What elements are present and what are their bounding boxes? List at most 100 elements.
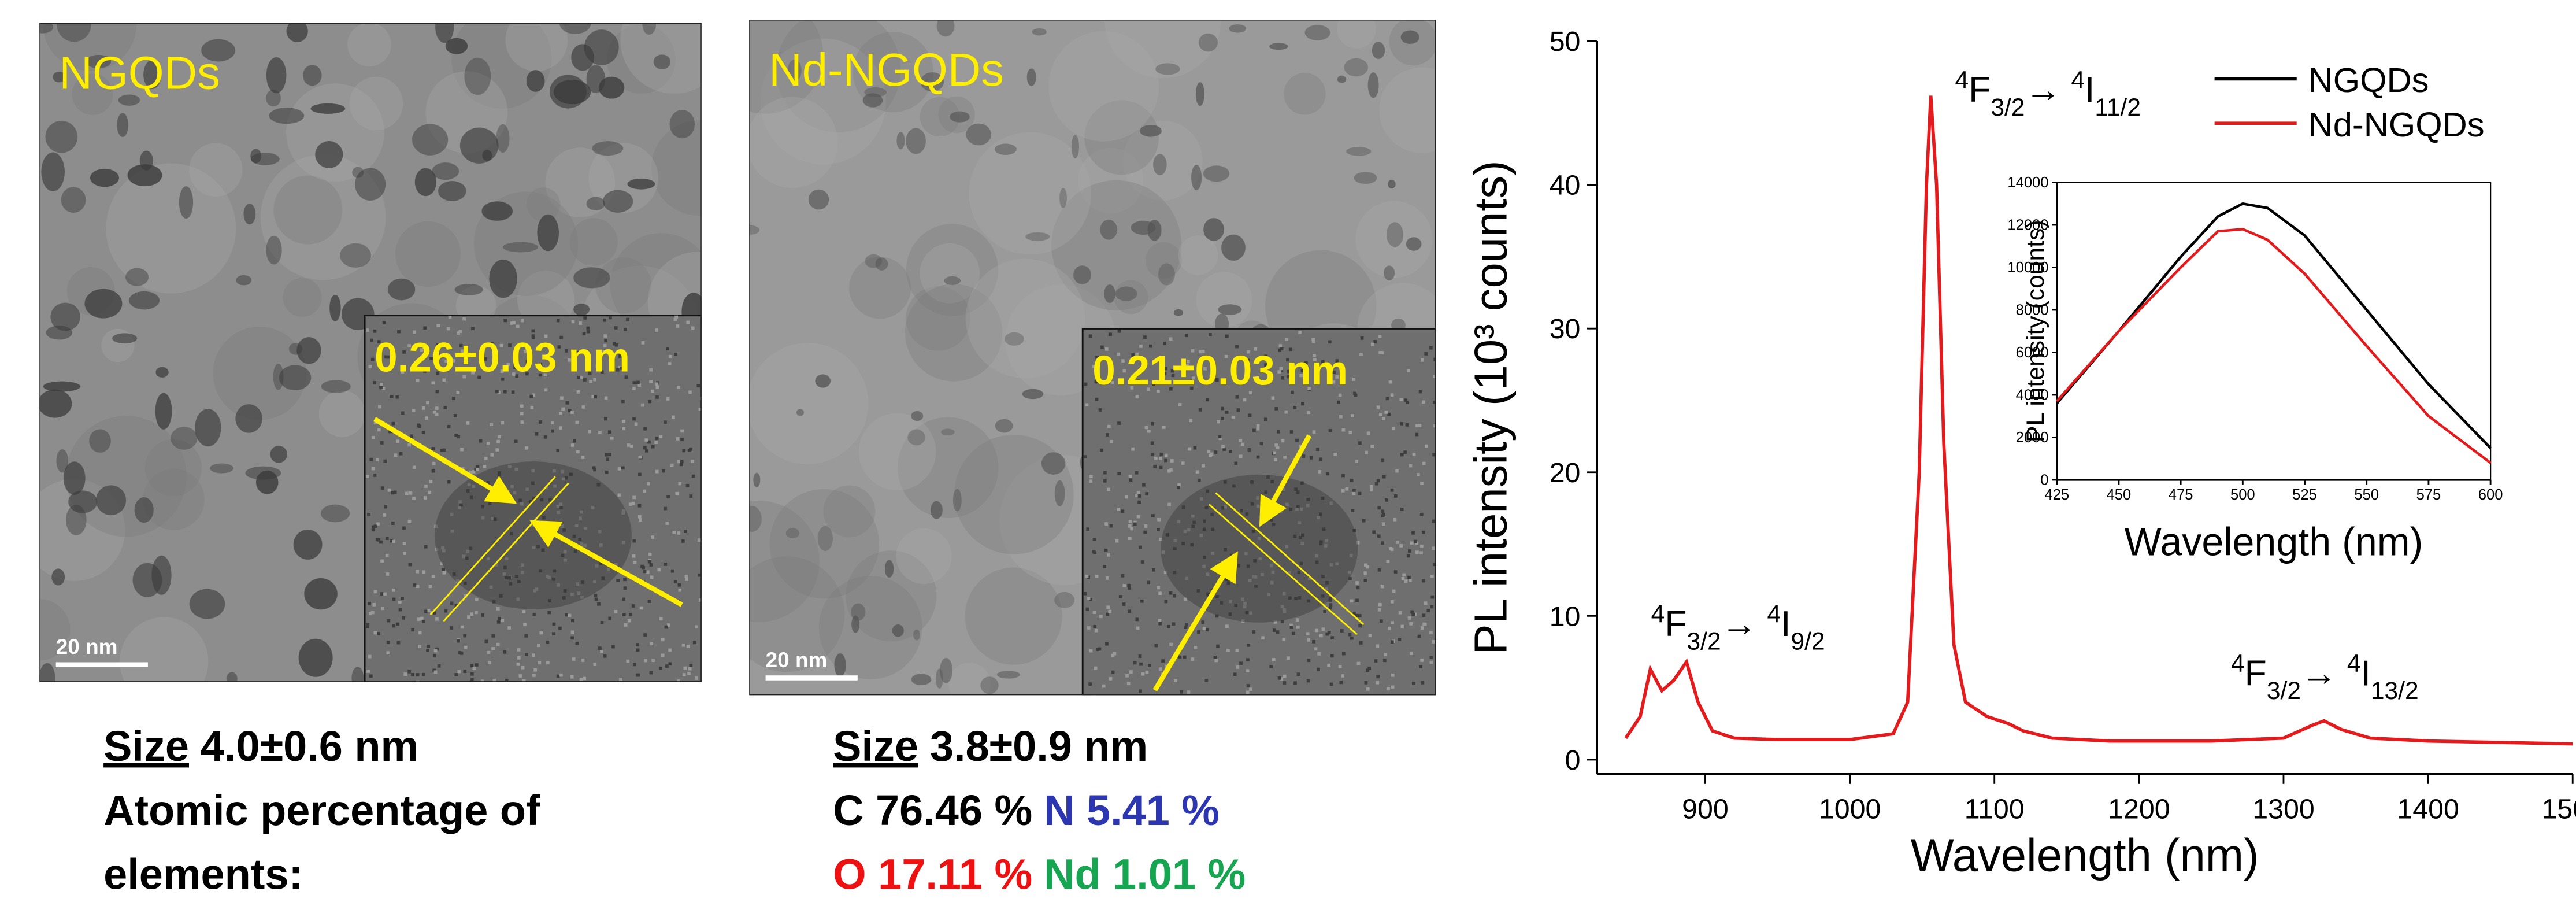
lattice-noise [1138, 654, 1142, 658]
lattice-noise [1314, 647, 1318, 651]
lattice-noise [1414, 539, 1417, 543]
lattice-noise [1321, 497, 1325, 500]
lattice-noise [1418, 424, 1422, 427]
particle [143, 60, 162, 89]
lattice-noise [1159, 457, 1162, 460]
lattice-noise [386, 651, 390, 654]
lattice-noise [476, 465, 480, 469]
lattice-noise [1306, 497, 1310, 501]
lattice-noise [672, 415, 675, 419]
lattice-noise [407, 670, 412, 674]
lattice-noise [1317, 652, 1321, 656]
lattice-noise [377, 340, 381, 343]
lattice-noise [551, 632, 555, 636]
y-tick-label: 30 [1550, 313, 1581, 345]
lattice-noise [1286, 358, 1289, 362]
lattice-noise [1109, 677, 1113, 681]
lattice-noise [410, 434, 413, 438]
lattice-noise [1293, 406, 1297, 409]
lattice-noise [1285, 502, 1289, 506]
particle [127, 164, 162, 187]
lattice-noise [1311, 338, 1315, 341]
lattice-noise [456, 390, 460, 394]
lattice-noise [517, 648, 521, 652]
particle [387, 278, 416, 301]
size-caption: Size 3.8±0.9 nm [833, 722, 1148, 770]
particle [642, 23, 657, 35]
lattice-noise [1198, 350, 1202, 354]
lattice-noise [1269, 664, 1273, 668]
lattice-noise [1277, 370, 1281, 374]
texture [260, 154, 386, 280]
lattice-noise [422, 570, 426, 574]
texture [749, 556, 845, 672]
lattice-noise [1087, 597, 1091, 600]
lattice-noise [491, 634, 495, 638]
lattice-noise [1350, 478, 1354, 482]
texture [898, 417, 999, 519]
particle [315, 141, 343, 168]
y-tick-label: 4000 [2016, 387, 2049, 404]
lattice-noise [1399, 398, 1403, 401]
lattice-noise [1328, 340, 1332, 344]
lattice-noise [383, 592, 387, 596]
lattice-noise [458, 500, 462, 504]
lattice-noise [490, 342, 494, 346]
lattice-noise [594, 597, 598, 601]
lattice-noise [517, 579, 521, 583]
lattice-noise [422, 619, 425, 623]
lattice-noise [621, 511, 625, 515]
lattice-noise [1139, 545, 1142, 549]
lattice-noise [522, 610, 526, 613]
texture [749, 500, 820, 623]
lattice-noise [1289, 508, 1293, 511]
particle [125, 268, 149, 286]
lattice-noise [1252, 428, 1256, 432]
lattice-noise [586, 330, 590, 334]
particle [482, 150, 492, 161]
lattice-noise [436, 343, 440, 346]
lattice-noise [454, 673, 458, 676]
lattice-noise [1419, 665, 1423, 669]
texture [1145, 242, 1182, 279]
lattice-noise [437, 664, 441, 668]
lattice-noise [1429, 660, 1433, 664]
particle [1203, 218, 1224, 241]
annotation-part: 3/2 [2267, 678, 2301, 705]
lattice-noise [465, 556, 469, 560]
lattice-noise [1380, 351, 1384, 354]
lattice-noise [1296, 618, 1300, 622]
lattice-noise [1325, 581, 1329, 585]
lattice-noise [457, 670, 461, 674]
lattice-noise [1089, 475, 1093, 479]
lattice-noise [584, 527, 588, 531]
lattice-noise [573, 439, 576, 443]
lattice-noise [583, 316, 587, 320]
lattice-noise [543, 373, 547, 377]
lattice-noise [1137, 500, 1141, 504]
lattice-noise [624, 375, 628, 379]
lattice-noise [680, 429, 684, 433]
lattice-noise [520, 571, 524, 574]
lattice-noise [495, 448, 499, 452]
particle [57, 23, 91, 42]
lattice-noise [1289, 626, 1293, 629]
lattice-noise [1401, 576, 1405, 580]
particle [1153, 154, 1167, 176]
lattice-noise [392, 589, 395, 592]
lattice-noise [1377, 568, 1381, 572]
lattice-noise [460, 448, 464, 452]
lattice-noise [1086, 527, 1089, 531]
lattice-noise [607, 568, 610, 571]
lattice-noise [373, 524, 377, 528]
lattice-noise [373, 474, 377, 477]
lattice-noise [575, 350, 579, 354]
particle [189, 589, 225, 619]
lattice-noise [632, 539, 636, 543]
lattice-noise [558, 626, 562, 630]
lattice-noise [579, 677, 583, 681]
particle [1026, 68, 1036, 86]
lattice-noise [618, 354, 622, 358]
scale-bar-label: 20 nm [56, 635, 118, 659]
lattice-noise [670, 463, 674, 467]
